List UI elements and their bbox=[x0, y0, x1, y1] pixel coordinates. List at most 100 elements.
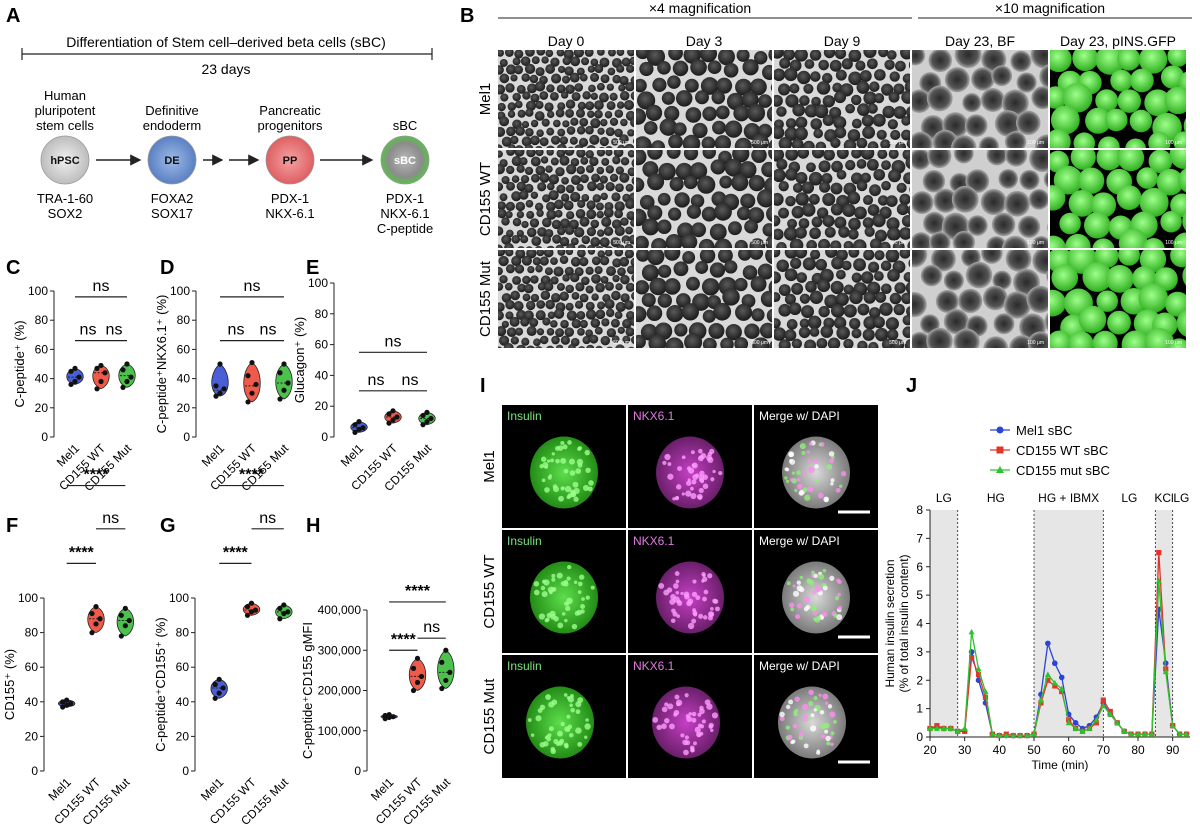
cell bbox=[827, 704, 833, 709]
spheroid bbox=[829, 106, 842, 119]
spheroid bbox=[774, 168, 786, 183]
spheroid bbox=[566, 243, 576, 248]
cell bbox=[691, 462, 698, 469]
data-point bbox=[277, 370, 283, 376]
spheroid bbox=[611, 290, 621, 301]
data-point bbox=[1135, 730, 1141, 737]
spheroid bbox=[784, 329, 797, 342]
spheroid bbox=[790, 257, 802, 269]
cell bbox=[549, 610, 556, 617]
spheroid bbox=[761, 161, 772, 178]
spheroid bbox=[510, 74, 518, 82]
spheroid bbox=[805, 280, 817, 293]
spheroid bbox=[860, 172, 871, 184]
spheroid bbox=[612, 156, 621, 165]
spheroid bbox=[621, 235, 631, 244]
spheroid bbox=[530, 93, 540, 103]
spheroid bbox=[830, 203, 843, 216]
spheroid bbox=[616, 101, 625, 109]
spheroid bbox=[866, 158, 879, 171]
spheroid bbox=[565, 302, 574, 311]
spheroid bbox=[515, 327, 524, 336]
data-point bbox=[386, 411, 392, 417]
spheroid bbox=[526, 326, 537, 337]
data-point bbox=[98, 362, 104, 369]
spheroid bbox=[714, 135, 732, 148]
spheroid bbox=[816, 81, 831, 95]
spheroid bbox=[636, 235, 649, 248]
spheroid bbox=[880, 260, 892, 272]
spheroid bbox=[702, 150, 716, 159]
spheroid bbox=[983, 336, 1009, 348]
spheroid bbox=[521, 120, 530, 129]
spheroid bbox=[912, 150, 931, 170]
spheroid bbox=[831, 256, 844, 270]
spheroid bbox=[1160, 65, 1185, 89]
spheroid bbox=[588, 84, 596, 93]
data-point bbox=[244, 612, 251, 618]
spheroid bbox=[822, 114, 835, 127]
spheroid bbox=[849, 290, 863, 305]
cell bbox=[813, 573, 818, 579]
spheroid bbox=[564, 66, 574, 76]
spheroid bbox=[514, 264, 525, 274]
spheroid bbox=[599, 92, 609, 103]
spheroid bbox=[1085, 107, 1112, 134]
data-point bbox=[281, 361, 287, 367]
cell bbox=[568, 458, 575, 465]
spheroid bbox=[525, 128, 534, 137]
spheroid bbox=[982, 285, 1008, 311]
cell bbox=[543, 579, 550, 586]
spheroid bbox=[873, 271, 884, 282]
magnification-4x-label: ×4 magnification bbox=[649, 0, 751, 16]
spheroid bbox=[620, 293, 630, 303]
spheroid bbox=[786, 319, 798, 330]
cell bbox=[690, 486, 694, 491]
spheroid bbox=[613, 150, 624, 158]
spheroid bbox=[499, 193, 508, 202]
spheroid bbox=[636, 306, 647, 323]
spheroid bbox=[874, 327, 889, 342]
cell bbox=[700, 479, 704, 484]
spheroid bbox=[507, 102, 517, 111]
cell bbox=[546, 459, 551, 463]
spheroid bbox=[574, 83, 584, 92]
cell bbox=[664, 717, 670, 724]
spheroid bbox=[540, 156, 549, 164]
spheroid bbox=[861, 271, 874, 284]
stage-marker: C-peptide bbox=[377, 221, 433, 236]
spheroid bbox=[1016, 110, 1041, 136]
spheroid bbox=[628, 346, 634, 348]
data-point bbox=[213, 383, 219, 389]
cell bbox=[834, 595, 840, 601]
spheroid bbox=[879, 241, 891, 248]
cell bbox=[581, 597, 585, 601]
spheroid bbox=[636, 50, 650, 60]
spheroid bbox=[609, 173, 619, 182]
spheroid bbox=[796, 272, 807, 283]
spheroid bbox=[863, 291, 876, 304]
spheroid bbox=[499, 275, 508, 284]
significance-label: ns bbox=[259, 510, 276, 527]
spheroid bbox=[740, 193, 756, 209]
spheroid bbox=[851, 150, 862, 159]
cell bbox=[557, 445, 564, 451]
stage-marker: SOX2 bbox=[48, 206, 83, 221]
y-tick-label: 40 bbox=[315, 368, 329, 382]
spheroid bbox=[596, 210, 604, 219]
spheroid bbox=[506, 181, 515, 191]
data-point bbox=[64, 697, 70, 703]
spheroid bbox=[944, 67, 970, 93]
spheroid bbox=[720, 337, 734, 348]
spheroid bbox=[512, 275, 522, 285]
cell bbox=[544, 618, 549, 623]
spheroid bbox=[896, 203, 909, 216]
cell bbox=[824, 701, 829, 705]
data-point bbox=[1162, 668, 1169, 675]
spheroid bbox=[843, 338, 854, 348]
spheroid bbox=[1144, 327, 1175, 348]
spheroid bbox=[831, 160, 843, 173]
spheroid bbox=[728, 221, 742, 236]
spheroid bbox=[611, 138, 619, 146]
cell bbox=[573, 580, 578, 584]
